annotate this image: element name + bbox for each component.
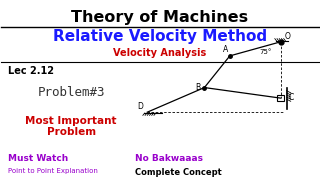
Text: D: D xyxy=(138,102,143,111)
Text: Lec 2.12: Lec 2.12 xyxy=(8,66,54,76)
Text: Point to Point Explanation: Point to Point Explanation xyxy=(8,168,98,174)
Bar xyxy=(277,95,284,101)
Text: Most Important
Problem: Most Important Problem xyxy=(25,116,117,137)
Text: No Bakwaaas: No Bakwaaas xyxy=(135,154,203,163)
Text: Problem#3: Problem#3 xyxy=(37,86,105,99)
Text: O: O xyxy=(284,32,290,41)
Text: Velocity Analysis: Velocity Analysis xyxy=(113,48,207,58)
Text: Must Watch: Must Watch xyxy=(8,154,68,163)
Text: Relative Velocity Method: Relative Velocity Method xyxy=(53,29,267,44)
Text: C: C xyxy=(288,93,294,102)
Text: Theory of Machines: Theory of Machines xyxy=(71,10,249,25)
Text: B: B xyxy=(196,83,201,92)
Text: 75°: 75° xyxy=(259,49,271,55)
Text: Complete Concept: Complete Concept xyxy=(135,168,221,177)
Text: A: A xyxy=(223,46,228,55)
